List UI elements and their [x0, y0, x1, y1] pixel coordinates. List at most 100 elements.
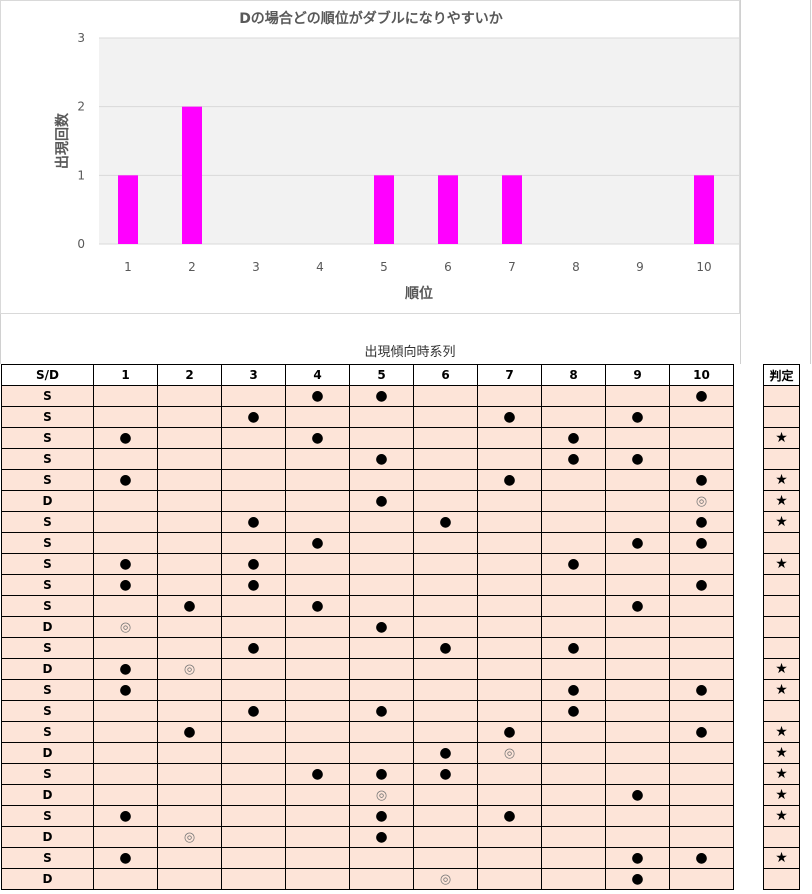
mark-cell: ● [93, 679, 158, 701]
dot-mark: ● [375, 388, 388, 404]
mark-cell [477, 826, 542, 848]
judge-cell: ★ [763, 511, 800, 533]
mark-cell [477, 616, 542, 638]
table-row: D ● ◎ [1, 490, 734, 512]
mark-cell [413, 721, 478, 743]
mark-cell [221, 469, 286, 491]
mark-cell [157, 490, 222, 512]
x-tick-label: 9 [636, 260, 644, 274]
mark-cell [93, 637, 158, 659]
mark-cell [669, 595, 734, 617]
mark-cell: ◎ [93, 616, 158, 638]
dot-mark: ● [631, 409, 644, 425]
judgement-body: ★ ★ ★ ★ ★ ★ ★ ★ ★ ★ ★ ★ ★ [763, 385, 800, 890]
sd-cell: D [1, 868, 94, 890]
mark-cell [285, 868, 350, 890]
mark-cell [221, 658, 286, 680]
judge-row: ★ [763, 658, 800, 680]
dot-mark: ● [631, 451, 644, 467]
mark-cell [157, 469, 222, 491]
sd-cell: S [1, 553, 94, 575]
mark-cell [477, 532, 542, 554]
mark-cell: ● [285, 595, 350, 617]
mark-cell [221, 784, 286, 806]
dot-mark: ● [439, 745, 452, 761]
dot-mark: ● [695, 535, 708, 551]
bar [374, 175, 394, 244]
mark-cell [669, 742, 734, 764]
dot-mark: ● [567, 703, 580, 719]
star-icon: ★ [775, 493, 788, 509]
mark-cell: ◎ [413, 868, 478, 890]
mark-cell: ● [413, 511, 478, 533]
mark-cell [157, 700, 222, 722]
mark-cell [93, 385, 158, 407]
mark-cell [221, 742, 286, 764]
mark-cell [605, 427, 670, 449]
mark-cell: ● [413, 637, 478, 659]
mark-cell [285, 826, 350, 848]
dot-mark: ● [567, 430, 580, 446]
mark-cell [477, 679, 542, 701]
table-row: S ● ● ● [1, 637, 734, 659]
mark-cell [349, 679, 414, 701]
mark-cell: ● [669, 721, 734, 743]
mark-cell: ● [477, 721, 542, 743]
mark-cell [157, 742, 222, 764]
mark-cell: ● [541, 448, 606, 470]
mark-cell [669, 448, 734, 470]
judge-cell [763, 448, 800, 470]
sd-cell: S [1, 469, 94, 491]
mark-cell [93, 532, 158, 554]
dot-mark: ● [439, 640, 452, 656]
mark-cell [477, 868, 542, 890]
judge-row [763, 868, 800, 890]
mark-cell [221, 490, 286, 512]
mark-cell [285, 721, 350, 743]
sd-cell: D [1, 826, 94, 848]
judgement-table: 判定 ★ ★ ★ ★ ★ ★ ★ ★ ★ ★ ★ ★ ★ [763, 364, 800, 890]
mark-cell [349, 868, 414, 890]
sd-cell: S [1, 511, 94, 533]
judge-cell [763, 637, 800, 659]
mark-cell [605, 574, 670, 596]
mark-cell [349, 427, 414, 449]
mark-cell [541, 511, 606, 533]
mark-cell [157, 553, 222, 575]
mark-cell [285, 805, 350, 827]
mark-cell [669, 616, 734, 638]
mark-cell [349, 469, 414, 491]
dot-mark: ● [567, 682, 580, 698]
plot-area [99, 38, 739, 244]
star-icon: ★ [775, 808, 788, 824]
sd-cell: S [1, 700, 94, 722]
dot-mark: ● [311, 766, 324, 782]
dot-mark: ● [631, 871, 644, 887]
mark-cell [349, 742, 414, 764]
star-icon: ★ [775, 724, 788, 740]
mark-cell [605, 700, 670, 722]
dot-mark: ● [119, 556, 132, 572]
mark-cell [477, 595, 542, 617]
mark-cell [669, 427, 734, 449]
judge-row [763, 616, 800, 638]
mark-cell [477, 448, 542, 470]
table-row: D ◎ ● [1, 826, 734, 848]
mark-cell [349, 847, 414, 869]
star-icon: ★ [775, 556, 788, 572]
judge-row: ★ [763, 427, 800, 449]
rank-header: 10 [669, 364, 734, 386]
mark-cell: ◎ [157, 826, 222, 848]
dot-mark: ● [119, 430, 132, 446]
mark-cell: ● [93, 469, 158, 491]
mark-cell [605, 742, 670, 764]
sd-cell: S [1, 427, 94, 449]
mark-cell: ● [349, 763, 414, 785]
mark-cell [93, 784, 158, 806]
mark-cell: ● [349, 490, 414, 512]
mark-cell [413, 574, 478, 596]
rank-header: 6 [413, 364, 478, 386]
sd-cell: S [1, 805, 94, 827]
judge-row [763, 700, 800, 722]
sd-cell: S [1, 385, 94, 407]
